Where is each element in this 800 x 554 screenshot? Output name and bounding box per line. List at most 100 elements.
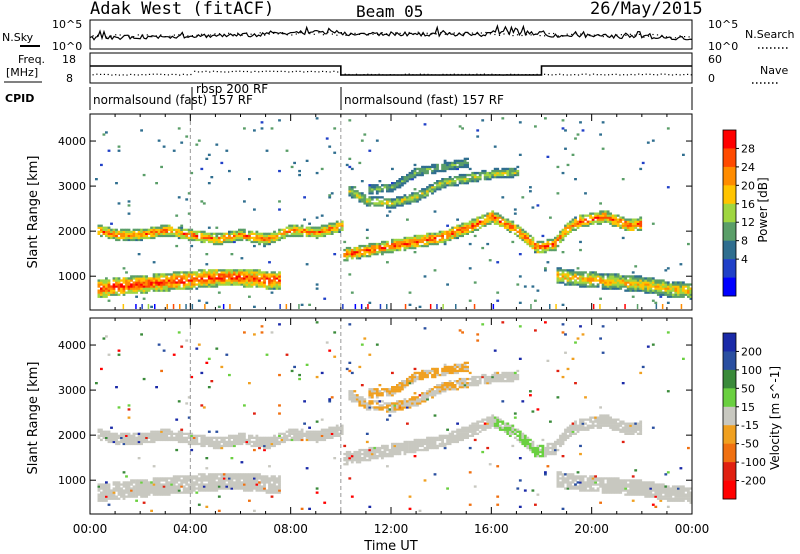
power-cell <box>233 283 236 286</box>
velocity-cell <box>408 450 412 454</box>
velocity-cell <box>358 400 362 403</box>
power-cell <box>258 238 261 242</box>
velocity-cell <box>187 491 191 494</box>
power-cell <box>641 287 645 290</box>
velocity-cell <box>233 477 236 480</box>
power-cell <box>278 271 281 274</box>
velocity-cell <box>391 448 394 452</box>
power-cell <box>182 236 186 240</box>
power-cell <box>468 220 472 223</box>
noise-search-point <box>580 33 582 35</box>
velocity-cell <box>162 487 166 490</box>
velocity-cell <box>348 390 352 393</box>
velocity-cell <box>125 495 128 498</box>
velocity-cell <box>298 432 301 435</box>
velocity-cell <box>192 440 196 444</box>
power-cell <box>636 228 640 231</box>
velocity-cell <box>215 446 219 450</box>
power-cell <box>566 232 570 235</box>
velocity-cell <box>130 481 133 484</box>
power-cell <box>313 228 316 231</box>
power-cell <box>443 180 447 183</box>
power-cell <box>496 167 500 171</box>
velocity-cell <box>160 479 163 482</box>
velocity-cell <box>162 428 166 431</box>
power-cell <box>393 240 397 244</box>
power-cell <box>152 236 156 240</box>
power-cell <box>290 234 294 238</box>
power-cell <box>406 202 409 205</box>
power-cell <box>461 159 464 162</box>
velocity-cell <box>275 489 279 492</box>
power-cell <box>343 255 347 258</box>
velocity-cell <box>192 483 196 486</box>
velocity-cell <box>160 434 163 437</box>
velocity-cell <box>335 432 339 435</box>
velocity-cell <box>418 442 422 446</box>
velocity-cell <box>210 487 214 490</box>
nave-point <box>269 70 271 72</box>
velocity-cell <box>155 430 158 433</box>
power-cell <box>268 285 271 288</box>
power-cell <box>225 279 229 282</box>
power-cell <box>320 234 324 238</box>
power-cell <box>388 244 392 248</box>
power-cell <box>248 269 251 272</box>
power-cell <box>342 304 344 309</box>
velocity-cell <box>378 404 382 407</box>
velocity-cell <box>238 479 241 482</box>
power-cell <box>202 238 206 242</box>
velocity-cell <box>411 396 414 399</box>
velocity-cell <box>303 434 306 437</box>
power-cell <box>426 188 429 191</box>
power-cell <box>571 228 575 231</box>
power-cell <box>233 230 236 233</box>
power-cell <box>145 277 148 280</box>
velocity-cell <box>383 450 387 454</box>
power-cell <box>586 220 590 223</box>
power-cell <box>518 234 522 238</box>
power-cell <box>506 220 510 223</box>
velocity-cell <box>132 438 136 442</box>
velocity-cell <box>248 485 251 488</box>
velocity-cell <box>315 436 319 439</box>
power-cell <box>441 182 444 185</box>
velocity-cell <box>102 436 106 439</box>
power-cell <box>594 277 597 280</box>
velocity-cell <box>426 369 429 373</box>
velocity-cell <box>177 491 181 494</box>
velocity-cell <box>107 495 111 498</box>
velocity-cell <box>233 436 236 439</box>
power-cell <box>644 281 648 284</box>
velocity-cell <box>255 487 259 490</box>
power-cell <box>554 236 557 240</box>
power-cell <box>626 281 630 284</box>
freq-left-tick-top: 18 <box>62 53 76 66</box>
power-cell <box>157 281 161 284</box>
power-cell <box>115 182 118 185</box>
velocity-cell <box>122 489 126 492</box>
velocity-cell <box>155 483 158 486</box>
power-cell <box>451 165 454 169</box>
power-cell <box>431 165 434 169</box>
power-cell <box>559 234 562 238</box>
power-cell <box>438 169 442 173</box>
power-cell <box>165 277 169 280</box>
power-cell <box>448 161 452 165</box>
velocity-cell <box>210 440 214 444</box>
velocity-cell <box>195 347 199 350</box>
power-cell <box>636 218 640 221</box>
velocity-cell <box>147 487 151 490</box>
power-cell <box>416 240 419 244</box>
power-cell <box>260 285 264 288</box>
power-cell <box>651 281 655 284</box>
velocity-cell <box>100 432 103 435</box>
velocity-cell <box>230 487 234 490</box>
velocity-cell <box>413 371 417 375</box>
velocity-cell <box>127 440 131 444</box>
velocity-cell <box>152 493 156 496</box>
velocity-cell <box>418 440 422 444</box>
power-cell <box>559 279 562 282</box>
nave-point <box>513 73 516 76</box>
power-cell <box>391 184 394 187</box>
